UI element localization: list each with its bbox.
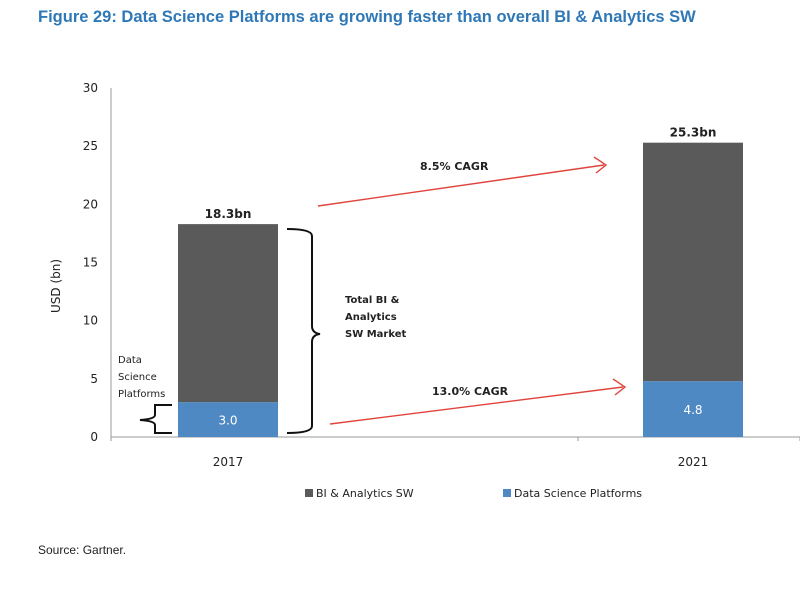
total-market-label: Total BI & Analytics SW Market <box>345 295 407 340</box>
y-tick-label: 10 <box>83 314 98 328</box>
dsp-line-3: Platforms <box>118 389 165 400</box>
cagr-bottom-arrowhead <box>612 378 627 396</box>
bar-bi-2021 <box>643 142 743 382</box>
y-axis-label: USD (bn) <box>49 259 63 313</box>
cagr-top-arrow <box>317 164 605 207</box>
legend-swatch-bi <box>305 489 313 497</box>
cagr-top-label: 8.5% CAGR <box>420 160 489 173</box>
cagr-bottom-label: 13.0% CAGR <box>432 385 509 398</box>
total-market-line-3: SW Market <box>345 329 407 340</box>
bar-value-label-2017: 3.0 <box>218 414 237 428</box>
cagr-bottom-arrow <box>329 386 624 425</box>
y-tick-label: 15 <box>83 256 98 270</box>
y-tick-label: 30 <box>83 81 98 95</box>
bar-dsp-2017 <box>178 402 278 437</box>
y-tick-label: 5 <box>90 372 98 386</box>
chart-title: Figure 29: Data Science Platforms are gr… <box>38 8 696 26</box>
bar-bi-2017 <box>178 224 278 403</box>
bar-value-label-2021: 4.8 <box>683 403 702 417</box>
x-tick-label-2017: 2017 <box>213 455 244 469</box>
legend-label-dsp: Data Science Platforms <box>514 487 642 500</box>
dsp-label: Data Science Platforms <box>118 355 165 400</box>
bar-total-label-2017: 18.3bn <box>205 207 252 221</box>
bar-dsp-2021 <box>643 381 743 437</box>
cagr-top-arrowhead <box>593 156 608 174</box>
source-note: Source: Gartner. <box>38 543 127 557</box>
total-market-line-1: Total BI & <box>345 295 400 306</box>
legend-label-bi: BI & Analytics SW <box>316 487 414 500</box>
y-tick-label: 0 <box>90 430 98 444</box>
y-tick-label: 20 <box>83 197 98 211</box>
x-tick-label-2021: 2021 <box>678 455 709 469</box>
dsp-line-2: Science <box>118 372 157 383</box>
y-tick-label: 25 <box>83 139 98 153</box>
total-market-line-2: Analytics <box>345 312 397 323</box>
dsp-bracket <box>139 404 172 434</box>
legend-swatch-dsp <box>503 489 511 497</box>
bar-total-label-2021: 25.3bn <box>670 126 717 140</box>
legend: BI & Analytics SW Data Science Platforms <box>305 487 642 500</box>
dsp-line-1: Data <box>118 355 142 366</box>
total-market-bracket <box>286 228 321 434</box>
